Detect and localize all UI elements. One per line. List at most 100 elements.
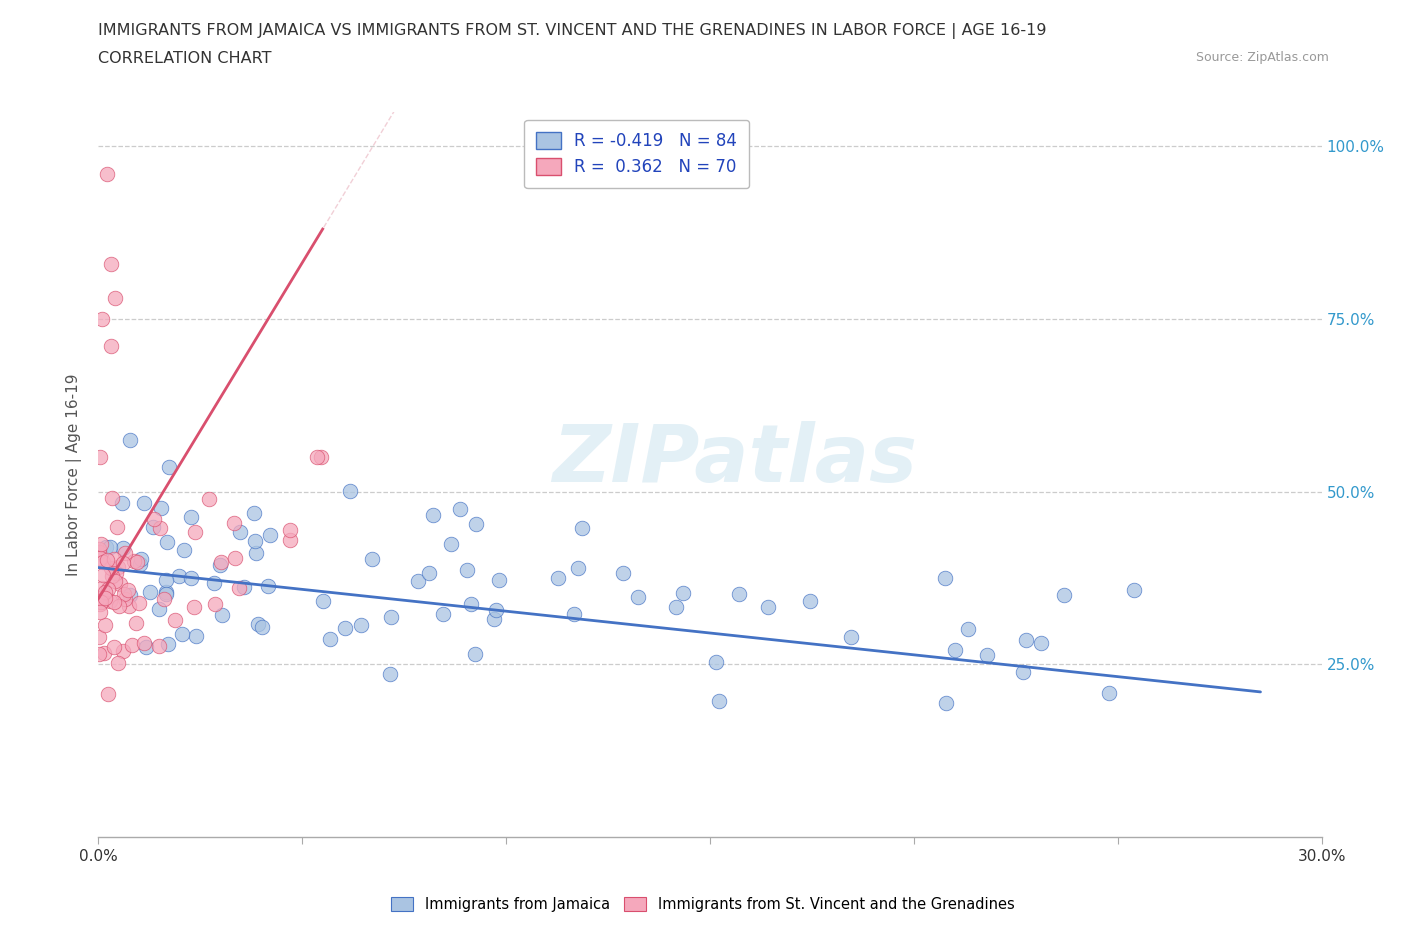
Point — [94, 539, 117, 554]
Point — [422, 508, 444, 523]
Point — [124, 554, 146, 569]
Point — [180, 571, 202, 586]
Point — [90, 580, 112, 595]
Point — [482, 611, 505, 626]
Point — [183, 600, 205, 615]
Point — [257, 578, 280, 593]
Point — [209, 555, 232, 570]
Point — [103, 551, 125, 566]
Point — [672, 585, 695, 600]
Point — [309, 449, 332, 464]
Point — [1031, 636, 1053, 651]
Point — [209, 557, 232, 572]
Point — [799, 594, 821, 609]
Point — [839, 630, 862, 644]
Point — [156, 637, 179, 652]
Point — [98, 539, 121, 554]
Point — [112, 587, 135, 602]
Point — [125, 554, 148, 569]
Y-axis label: In Labor Force | Age 16-19: In Labor Force | Age 16-19 — [66, 373, 83, 576]
Point — [134, 495, 156, 510]
Point — [89, 551, 111, 565]
Point — [204, 597, 226, 612]
Point — [562, 607, 585, 622]
Point — [464, 516, 486, 531]
Point — [665, 599, 688, 614]
Point — [252, 620, 274, 635]
Point — [349, 618, 371, 632]
Point — [1098, 686, 1121, 701]
Point — [259, 527, 281, 542]
Point — [488, 573, 510, 588]
Point — [243, 506, 266, 521]
Point — [142, 512, 165, 526]
Point — [108, 577, 131, 591]
Point — [94, 591, 117, 605]
Point — [155, 572, 177, 587]
Point — [89, 541, 111, 556]
Point — [89, 597, 111, 612]
Point — [132, 635, 155, 650]
Point — [104, 291, 127, 306]
Point — [89, 604, 111, 619]
Text: IMMIGRANTS FROM JAMAICA VS IMMIGRANTS FROM ST. VINCENT AND THE GRENADINES IN LAB: IMMIGRANTS FROM JAMAICA VS IMMIGRANTS FR… — [98, 23, 1047, 39]
Point — [418, 565, 440, 580]
Point — [170, 627, 193, 642]
Point — [117, 582, 139, 597]
Point — [935, 696, 957, 711]
Point — [709, 694, 731, 709]
Point — [305, 449, 328, 464]
Point — [149, 501, 172, 516]
Point — [547, 571, 569, 586]
Point — [728, 587, 751, 602]
Point — [756, 600, 779, 615]
Point — [245, 534, 267, 549]
Point — [464, 646, 486, 661]
Point — [91, 312, 114, 326]
Text: Source: ZipAtlas.com: Source: ZipAtlas.com — [1195, 51, 1329, 64]
Point — [118, 599, 141, 614]
Point — [90, 594, 112, 609]
Point — [233, 579, 256, 594]
Point — [128, 595, 150, 610]
Point — [104, 574, 127, 589]
Point — [93, 645, 115, 660]
Point — [976, 647, 998, 662]
Point — [361, 551, 384, 566]
Point — [142, 520, 165, 535]
Point — [184, 525, 207, 539]
Point — [114, 546, 136, 561]
Point — [107, 560, 129, 575]
Point — [224, 551, 246, 565]
Point — [278, 532, 301, 547]
Point — [103, 595, 125, 610]
Point — [107, 656, 129, 671]
Point — [228, 580, 250, 595]
Point — [956, 622, 979, 637]
Point — [128, 556, 150, 571]
Point — [112, 644, 135, 658]
Point — [1012, 664, 1035, 679]
Point — [934, 570, 956, 585]
Point — [101, 569, 124, 584]
Point — [139, 584, 162, 599]
Point — [118, 587, 141, 602]
Point — [135, 640, 157, 655]
Point — [165, 613, 187, 628]
Point — [173, 542, 195, 557]
Point — [91, 555, 114, 570]
Point — [1014, 633, 1036, 648]
Point — [1122, 582, 1144, 597]
Point — [90, 591, 112, 605]
Point — [943, 643, 966, 658]
Point — [180, 510, 202, 525]
Point — [247, 617, 270, 631]
Point — [380, 610, 402, 625]
Point — [612, 566, 634, 581]
Point — [704, 655, 727, 670]
Point — [129, 551, 152, 566]
Point — [93, 567, 115, 582]
Point — [278, 523, 301, 538]
Point — [571, 521, 593, 536]
Point — [202, 575, 225, 590]
